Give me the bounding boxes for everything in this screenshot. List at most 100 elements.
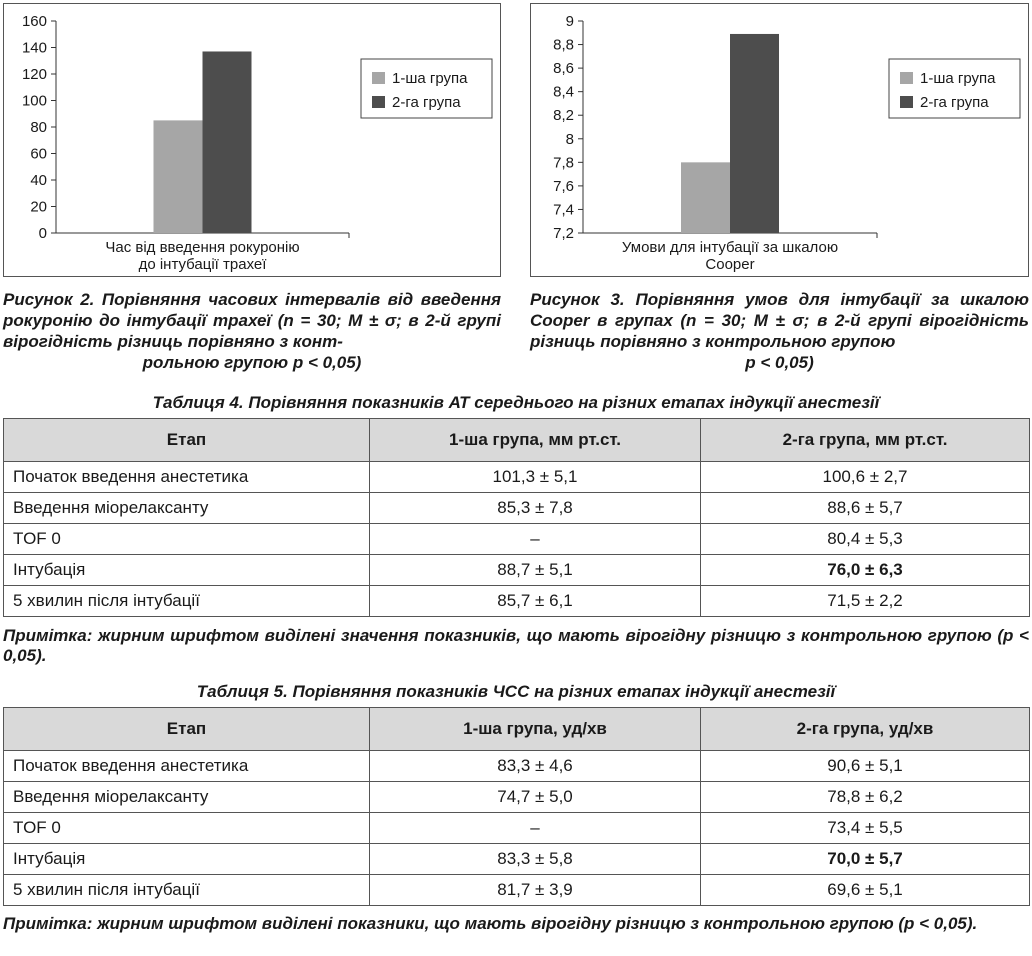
- legend-label: 2-га група: [392, 94, 461, 111]
- y-tick-label: 60: [30, 146, 47, 163]
- legend-swatch: [900, 96, 913, 108]
- figure-2-caption: Рисунок 2. Порівняння часових інтервалів…: [3, 289, 501, 373]
- figure-2-caption-last: рольною групою p < 0,05): [142, 353, 362, 372]
- y-tick-label: 7,2: [553, 225, 574, 242]
- legend-label: 1-ша група: [920, 70, 996, 87]
- bar-group-1: [153, 120, 203, 233]
- y-tick-label: 40: [30, 172, 47, 189]
- group-2-cell: 71,5 ± 2,2: [700, 585, 1030, 617]
- legend-swatch: [372, 96, 385, 108]
- figure-3-chart: 7,2 7,4 7,6 7,8 8 8,2 8,4 8,6 8,8 9 Умови для інту…: [530, 3, 1029, 277]
- table-header-row: Етап 1-ша група, мм рт.ст. 2-га група, м…: [3, 418, 1030, 462]
- table-5-title: Таблиця 5. Порівняння показників ЧСС на …: [196, 682, 836, 701]
- group-1-cell: –: [369, 523, 701, 555]
- y-tick-label: 8,6: [553, 60, 574, 77]
- stage-cell: TOF 0: [3, 812, 370, 844]
- table-row: TOF 0 – 80,4 ± 5,3: [3, 523, 1030, 555]
- x-category-label: до інтубації трахеї: [139, 256, 268, 273]
- figure-2-chart: 0 20 40 60 80 100 120 140 160 Час від введення ро…: [3, 3, 501, 277]
- table-4: Етап 1-ша група, мм рт.ст. 2-га група, м…: [3, 418, 1030, 617]
- stage-cell: Інтубація: [3, 843, 370, 875]
- group-2-cell-significant: 70,0 ± 5,7: [700, 843, 1030, 875]
- group-2-cell: 80,4 ± 5,3: [700, 523, 1030, 555]
- column-header-stage: Етап: [3, 418, 370, 462]
- group-2-cell: 73,4 ± 5,5: [700, 812, 1030, 844]
- legend-swatch: [372, 72, 385, 84]
- figure-3-caption-text: Рисунок 3. Порівняння умов для інтубації…: [530, 290, 1029, 351]
- group-1-cell: 85,7 ± 6,1: [369, 585, 701, 617]
- y-tick-label: 7,6: [553, 178, 574, 195]
- table-4-title: Таблиця 4. Порівняння показників АТ сере…: [152, 393, 880, 412]
- legend-box: [888, 58, 1021, 119]
- bar-group-2: [202, 51, 252, 233]
- bar-group-2: [730, 33, 779, 234]
- figure-2-caption-text: Рисунок 2. Порівняння часових інтервалів…: [3, 290, 501, 351]
- group-2-cell: 88,6 ± 5,7: [700, 492, 1030, 524]
- bar-group-1: [681, 162, 730, 233]
- y-tick-label: 7,8: [553, 154, 574, 171]
- legend-label: 1-ша група: [392, 70, 468, 87]
- stage-cell: 5 хвилин після інтубації: [3, 585, 370, 617]
- y-tick-label: 7,4: [553, 201, 574, 218]
- column-header-group-2: 2-га група, уд/хв: [700, 707, 1030, 751]
- legend-box: [360, 58, 493, 119]
- table-row: 5 хвилин після інтубації 81,7 ± 3,9 69,6…: [3, 874, 1030, 906]
- table-5-note: Примітка: жирним шрифтом виділені показн…: [3, 914, 978, 933]
- column-header-group-2: 2-га група, мм рт.ст.: [700, 418, 1030, 462]
- group-1-cell: 83,3 ± 5,8: [369, 843, 701, 875]
- table-row: Введення міорелаксанту 85,3 ± 7,8 88,6 ±…: [3, 492, 1030, 524]
- y-tick-label: 100: [22, 93, 47, 110]
- stage-cell: TOF 0: [3, 523, 370, 555]
- y-tick-label: 8,8: [553, 37, 574, 54]
- x-category-label: Cooper: [705, 256, 754, 273]
- stage-cell: Початок введення анестетика: [3, 461, 370, 493]
- legend-swatch: [900, 72, 913, 84]
- table-row: Введення міорелаксанту 74,7 ± 5,0 78,8 ±…: [3, 781, 1030, 813]
- y-tick-label: 0: [39, 225, 47, 242]
- table-header-row: Етап 1-ша група, уд/хв 2-га група, уд/хв: [3, 707, 1030, 751]
- y-tick-label: 20: [30, 199, 47, 216]
- table-row: Початок введення анестетика 101,3 ± 5,1 …: [3, 461, 1030, 493]
- group-2-cell: 69,6 ± 5,1: [700, 874, 1030, 906]
- table-row: Інтубація 83,3 ± 5,8 70,0 ± 5,7: [3, 843, 1030, 875]
- figure-3-caption: Рисунок 3. Порівняння умов для інтубації…: [530, 289, 1029, 373]
- column-header-stage: Етап: [3, 707, 370, 751]
- stage-cell: Початок введення анестетика: [3, 750, 370, 782]
- y-tick-label: 8: [566, 131, 574, 148]
- stage-cell: 5 хвилин після інтубації: [3, 874, 370, 906]
- table-row: Початок введення анестетика 83,3 ± 4,6 9…: [3, 750, 1030, 782]
- chart-3-svg: 7,2 7,4 7,6 7,8 8 8,2 8,4 8,6 8,8 9 Умови для інту…: [553, 13, 1021, 273]
- stage-cell: Введення міорелаксанту: [3, 781, 370, 813]
- group-1-cell: 88,7 ± 5,1: [369, 554, 701, 586]
- group-1-cell: 85,3 ± 7,8: [369, 492, 701, 524]
- figure-3-caption-last: p < 0,05): [745, 353, 814, 372]
- group-2-cell: 78,8 ± 6,2: [700, 781, 1030, 813]
- group-1-cell: 101,3 ± 5,1: [369, 461, 701, 493]
- column-header-group-1: 1-ша група, уд/хв: [369, 707, 701, 751]
- group-2-cell-significant: 76,0 ± 6,3: [700, 554, 1030, 586]
- y-tick-label: 160: [22, 13, 47, 30]
- group-1-cell: 83,3 ± 4,6: [369, 750, 701, 782]
- y-tick-label: 140: [22, 40, 47, 57]
- column-header-group-1: 1-ша група, мм рт.ст.: [369, 418, 701, 462]
- chart-2-svg: 0 20 40 60 80 100 120 140 160 Час від введення ро…: [22, 13, 493, 273]
- table-4-note: Примітка: жирним шрифтом виділені значен…: [3, 626, 1029, 665]
- y-tick-label: 8,4: [553, 84, 574, 101]
- x-category-label: Час від введення рокуронію: [105, 239, 299, 256]
- y-tick-label: 80: [30, 119, 47, 136]
- group-2-cell: 90,6 ± 5,1: [700, 750, 1030, 782]
- group-1-cell: 81,7 ± 3,9: [369, 874, 701, 906]
- table-row: Інтубація 88,7 ± 5,1 76,0 ± 6,3: [3, 554, 1030, 586]
- y-tick-label: 9: [566, 13, 574, 30]
- table-5: Етап 1-ша група, уд/хв 2-га група, уд/хв…: [3, 707, 1030, 906]
- stage-cell: Інтубація: [3, 554, 370, 586]
- stage-cell: Введення міорелаксанту: [3, 492, 370, 524]
- group-1-cell: –: [369, 812, 701, 844]
- table-row: TOF 0 – 73,4 ± 5,5: [3, 812, 1030, 844]
- table-row: 5 хвилин після інтубації 85,7 ± 6,1 71,5…: [3, 585, 1030, 617]
- y-tick-label: 120: [22, 66, 47, 83]
- group-2-cell: 100,6 ± 2,7: [700, 461, 1030, 493]
- y-tick-label: 8,2: [553, 107, 574, 124]
- x-category-label: Умови для інтубації за шкалою: [622, 239, 838, 256]
- legend-label: 2-га група: [920, 94, 989, 111]
